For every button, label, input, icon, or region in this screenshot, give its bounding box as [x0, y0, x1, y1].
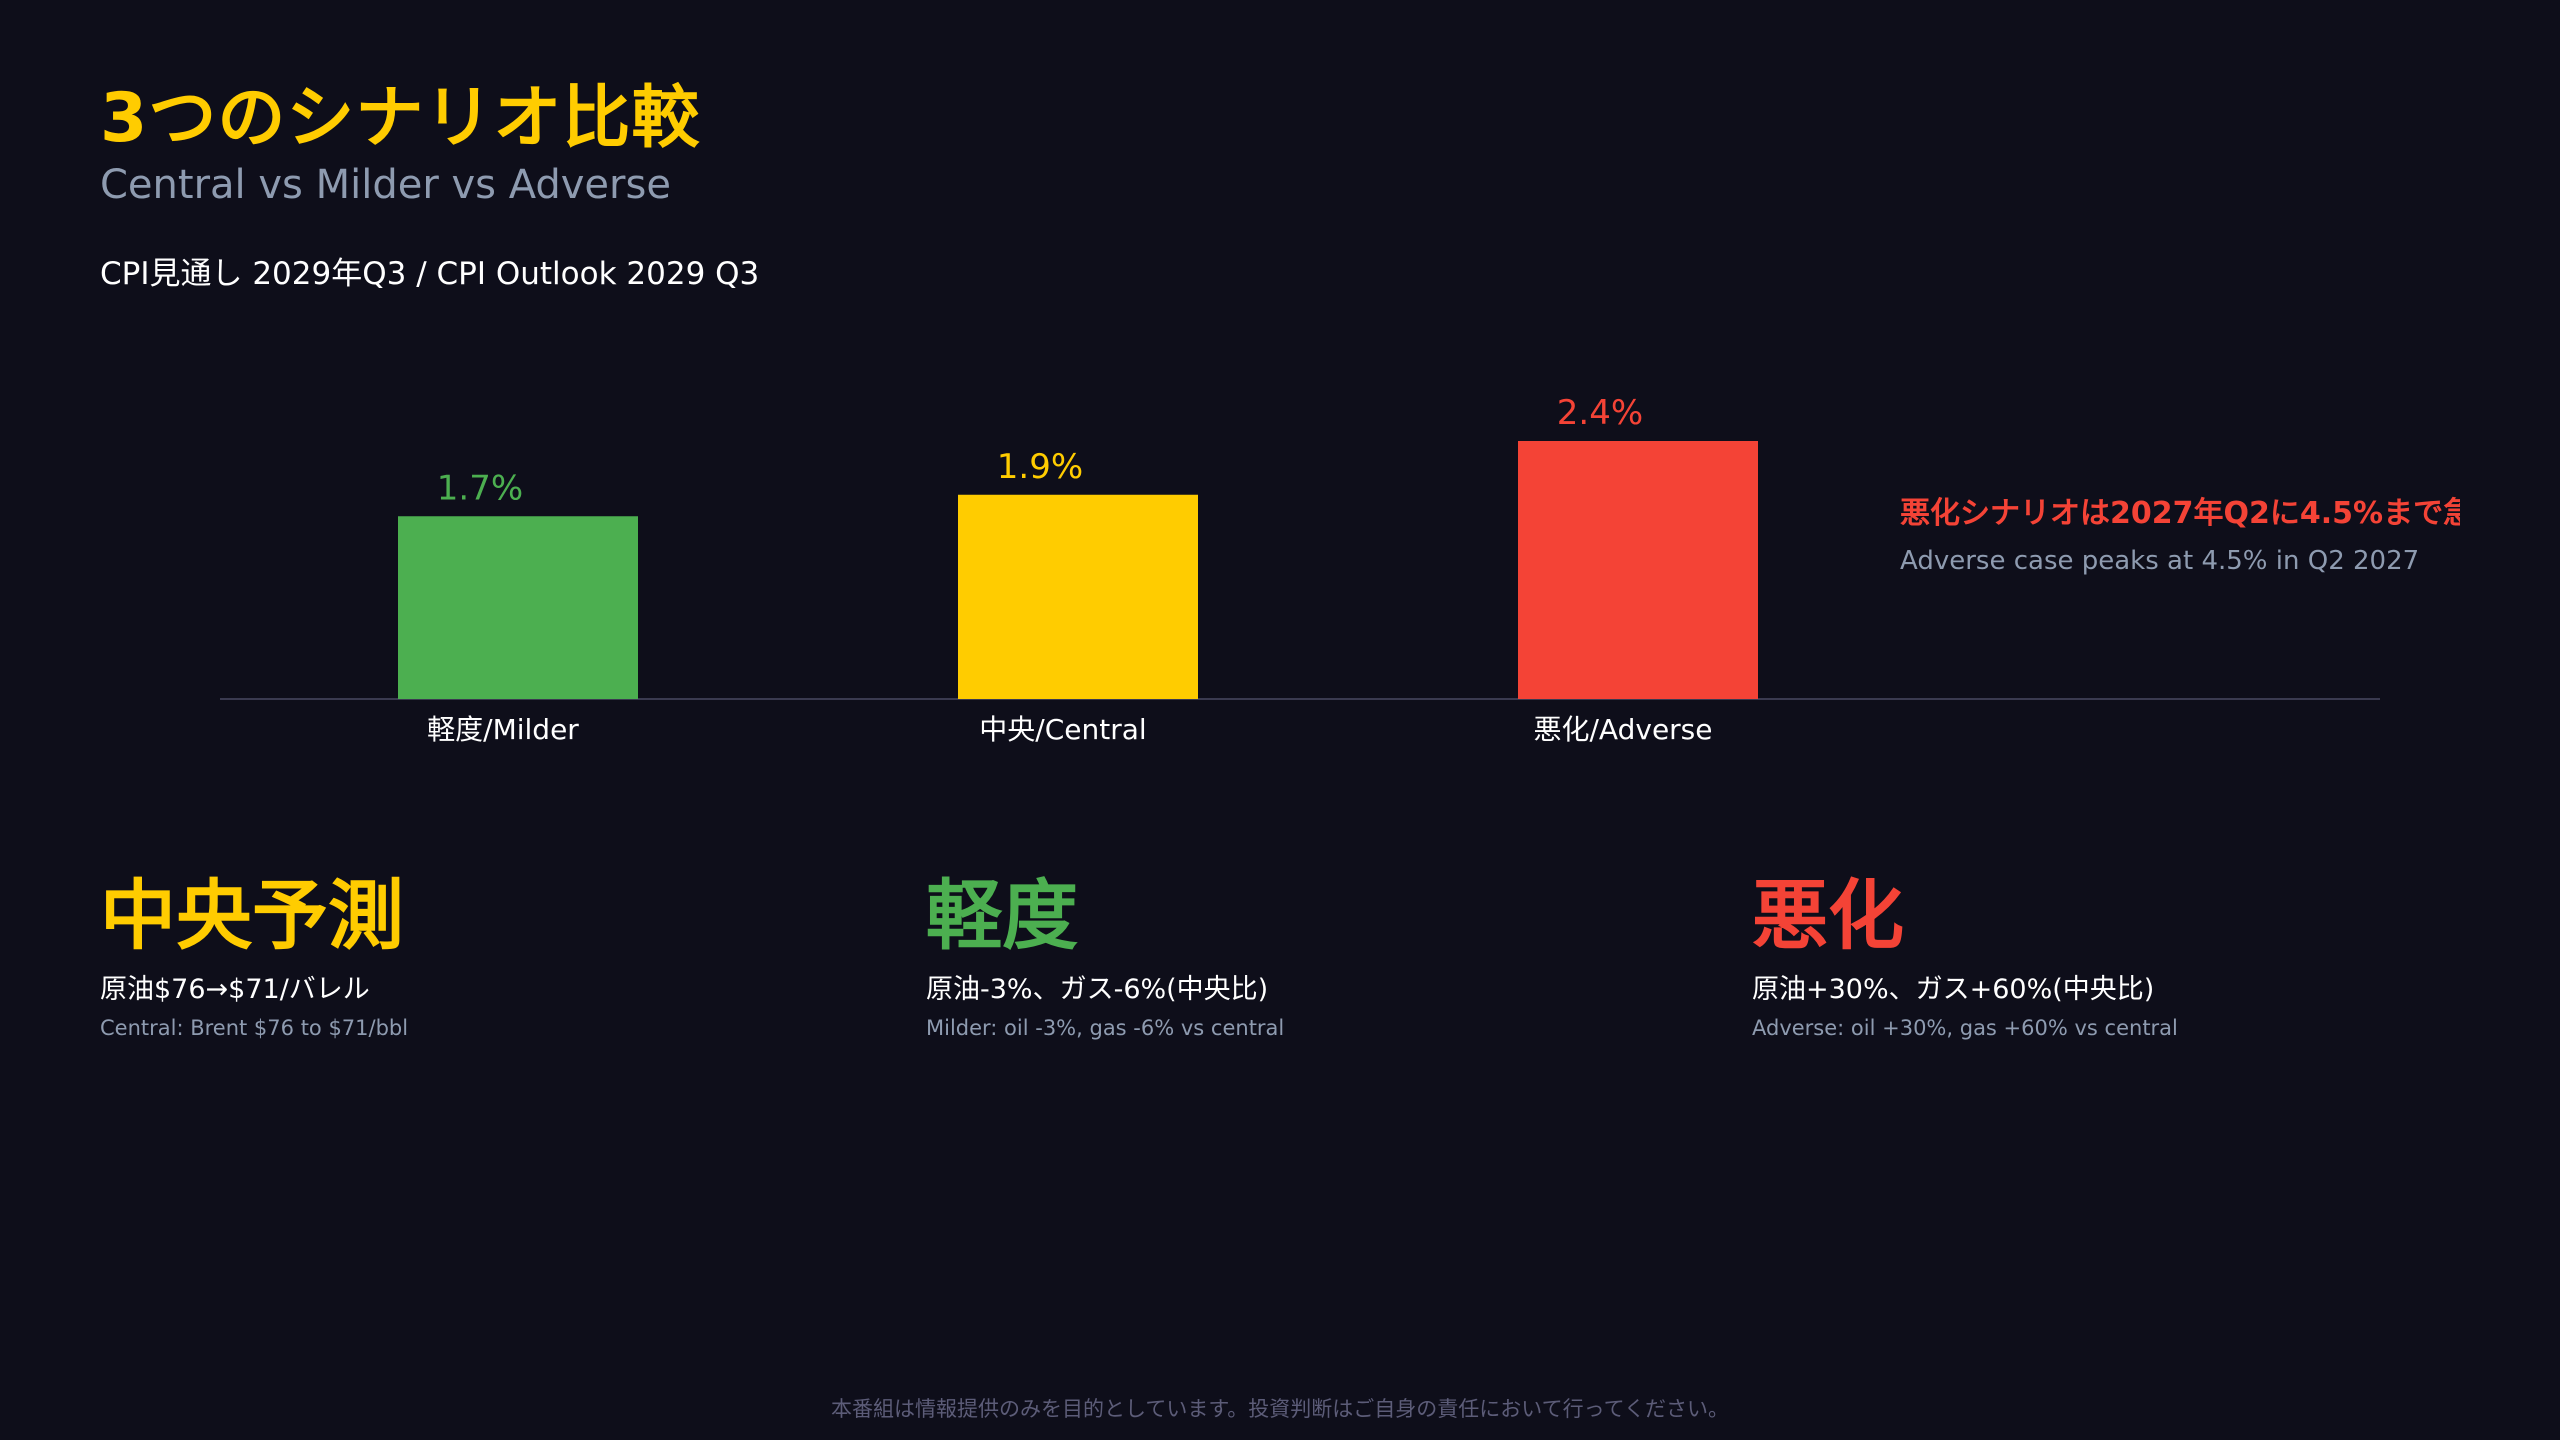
- category-label-0: 軽度/Milder: [427, 713, 579, 746]
- card-central: 中央予測 原油$76→$71/バレル Central: Brent $76 to…: [100, 870, 880, 1040]
- card-adverse: 悪化 原油+30%、ガス+60%(中央比) Adverse: oil +30%,…: [1752, 870, 2532, 1040]
- page-title: 3つのシナリオ比較: [100, 79, 701, 158]
- bar-1: [958, 494, 1198, 699]
- page-subtitle: Central vs Milder vs Adverse: [100, 162, 671, 208]
- bar-0: [398, 516, 638, 699]
- card-adverse-en: Adverse: oil +30%, gas +60% vs central: [1752, 1016, 2178, 1041]
- data-label-1: 1.9%: [997, 447, 1083, 487]
- category-label-2: 悪化/Adverse: [1534, 713, 1713, 746]
- cpi-bar-chart: 1.7% 軽度/Milder 1.9% 中央/Central 2.4% 悪化/Advers…: [220, 393, 2380, 746]
- chart-heading: CPI見通し 2029年Q3 / CPI Outlook 2029 Q3: [100, 256, 760, 292]
- card-central-en: Central: Brent $76 to $71/bbl: [100, 1016, 409, 1041]
- bar-2: [1518, 441, 1758, 699]
- adverse-peak-note-en: Adverse case peaks at 4.5% in Q2 2027: [1900, 546, 2420, 576]
- card-milder-jp: 原油-3%、ガス-6%(中央比): [926, 974, 1269, 1006]
- data-label-0: 1.7%: [437, 468, 523, 508]
- card-milder-en: Milder: oil -3%, gas -6% vs central: [926, 1016, 1285, 1041]
- card-central-title: 中央予測: [100, 871, 404, 960]
- category-label-1: 中央/Central: [979, 713, 1146, 746]
- card-adverse-title: 悪化: [1752, 871, 1904, 960]
- disclaimer: 本番組は情報提供のみを目的としています。投資判断はご自身の責任において行ってくだ…: [831, 1397, 1729, 1421]
- card-milder-title: 軽度: [926, 871, 1078, 960]
- data-label-2: 2.4%: [1557, 393, 1643, 433]
- card-milder: 軽度 原油-3%、ガス-6%(中央比) Milder: oil -3%, gas…: [926, 870, 1706, 1040]
- card-adverse-jp: 原油+30%、ガス+60%(中央比): [1752, 974, 2155, 1006]
- adverse-peak-note: 悪化シナリオは2027年Q2に4.5%まで急: [1900, 496, 2460, 531]
- card-central-jp: 原油$76→$71/バレル: [100, 974, 370, 1006]
